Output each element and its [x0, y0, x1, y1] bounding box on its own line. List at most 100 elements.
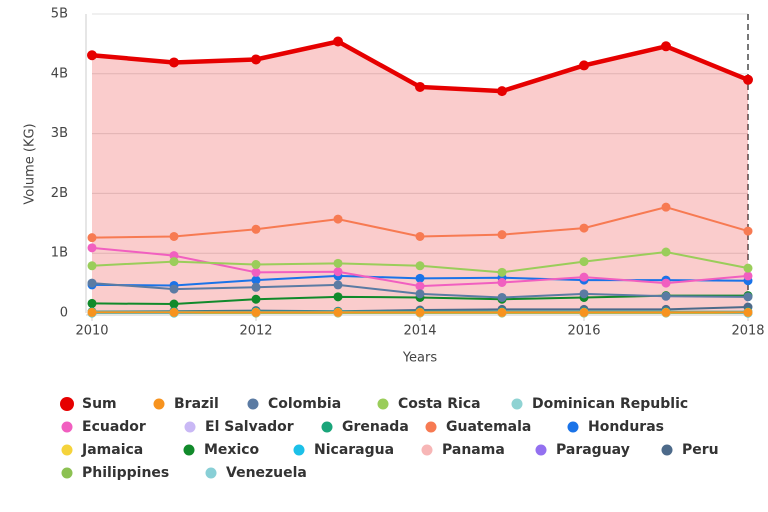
legend-marker: [425, 421, 437, 433]
legend-label: El Salvador: [205, 419, 294, 435]
point: [661, 247, 671, 257]
point: [251, 307, 261, 317]
point: [415, 261, 425, 271]
point: [661, 202, 671, 212]
point: [87, 307, 97, 317]
point: [169, 284, 179, 294]
point: [333, 258, 343, 268]
legend-label: Mexico: [204, 442, 260, 458]
legend-marker: [61, 467, 73, 479]
x-tick-label: 2018: [731, 324, 764, 339]
point: [579, 223, 589, 233]
point: [333, 214, 343, 224]
x-tick-label: 2010: [75, 324, 108, 339]
point: [743, 263, 753, 273]
legend-label: Paraguay: [556, 442, 630, 458]
legend-label: Brazil: [174, 396, 219, 412]
point: [743, 292, 753, 302]
legend-marker: [321, 421, 333, 433]
point: [497, 230, 507, 240]
point: [743, 271, 753, 281]
point: [415, 289, 425, 299]
point: [333, 36, 343, 47]
legend-marker: [535, 444, 547, 456]
legend-label: Nicaragua: [314, 442, 394, 458]
legend-label: Costa Rica: [398, 396, 481, 412]
point: [169, 307, 179, 317]
legend-marker: [567, 421, 579, 433]
point: [87, 261, 97, 271]
legend-marker: [661, 444, 673, 456]
point: [87, 233, 97, 243]
point: [579, 60, 589, 71]
point: [169, 57, 179, 68]
point: [661, 278, 671, 288]
point: [169, 231, 179, 241]
point: [87, 278, 97, 288]
y-tick-label: 5B: [51, 7, 68, 22]
legend-label: Philippines: [82, 465, 169, 481]
point: [251, 282, 261, 292]
legend-label: Grenada: [342, 419, 409, 435]
x-tick-label: 2014: [403, 324, 436, 339]
legend-marker: [293, 444, 305, 456]
point: [497, 307, 507, 317]
y-tick-label: 3B: [51, 126, 68, 141]
point: [333, 267, 343, 277]
legend-marker: [183, 444, 195, 456]
legend-label: Ecuador: [82, 419, 146, 435]
point: [497, 278, 507, 288]
legend-marker: [205, 467, 217, 479]
legend-marker: [247, 398, 259, 410]
y-tick-label: 2B: [51, 186, 68, 201]
point: [251, 275, 261, 285]
point: [579, 257, 589, 267]
point: [169, 257, 179, 267]
point: [87, 50, 97, 61]
legend-label: Guatemala: [446, 419, 531, 435]
legend-label: Dominican Republic: [532, 396, 688, 412]
point: [661, 41, 671, 52]
y-axis-title: Volume (KG): [23, 123, 38, 204]
legend-label: Honduras: [588, 419, 664, 435]
point: [251, 294, 261, 304]
point: [661, 291, 671, 301]
point: [333, 307, 343, 317]
point: [169, 299, 179, 309]
series-1: [87, 307, 753, 317]
legend-label: Jamaica: [81, 442, 143, 458]
point: [497, 86, 507, 97]
point: [87, 243, 97, 253]
point: [661, 307, 671, 317]
series-5: [87, 243, 753, 291]
point: [579, 272, 589, 282]
point: [251, 224, 261, 234]
legend-marker: [61, 421, 73, 433]
legend-marker: [421, 444, 433, 456]
point: [743, 307, 753, 317]
x-tick-label: 2016: [567, 324, 600, 339]
x-tick-label: 2012: [239, 324, 272, 339]
y-tick-label: 0: [60, 306, 68, 321]
legend-label: Venezuela: [226, 465, 307, 481]
point: [415, 281, 425, 291]
series-2: [87, 278, 753, 302]
legend-label: Panama: [442, 442, 505, 458]
legend-marker: [61, 444, 73, 456]
point: [743, 74, 753, 85]
sum-area: [92, 41, 748, 314]
y-tick-label: 4B: [51, 66, 68, 81]
point: [579, 289, 589, 299]
point: [415, 273, 425, 283]
series-0: [87, 36, 753, 97]
legend-label: Sum: [82, 396, 117, 412]
legend-label: Colombia: [268, 396, 341, 412]
point: [743, 226, 753, 236]
point: [415, 307, 425, 317]
point: [333, 280, 343, 290]
legend-marker: [60, 397, 74, 411]
legend-marker: [511, 398, 523, 410]
point: [579, 307, 589, 317]
point: [497, 267, 507, 277]
